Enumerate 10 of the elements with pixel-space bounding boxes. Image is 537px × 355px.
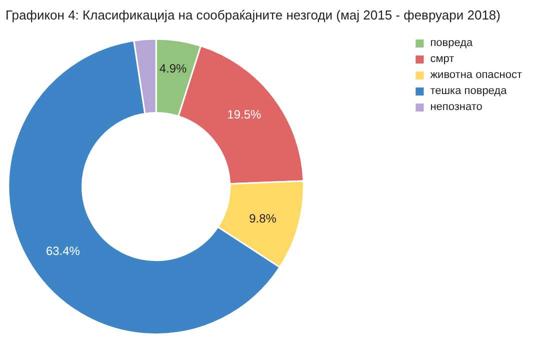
chart-title: Графикон 4: Класификација на сообраќајните незгоди (мај 2015 - февруари 2018)	[6, 8, 500, 22]
data-label: 19.5%	[227, 107, 262, 122]
legend-label: тешка повреда	[430, 85, 507, 97]
legend-label: непознато	[430, 101, 482, 113]
legend-label: смрт	[430, 53, 454, 65]
legend-label: животна опасност	[430, 69, 522, 81]
data-label: 4.9%	[159, 62, 188, 76]
data-label: 9.8%	[249, 211, 277, 226]
legend-label: повреда	[430, 37, 473, 49]
data-label: 63.4%	[46, 244, 80, 258]
